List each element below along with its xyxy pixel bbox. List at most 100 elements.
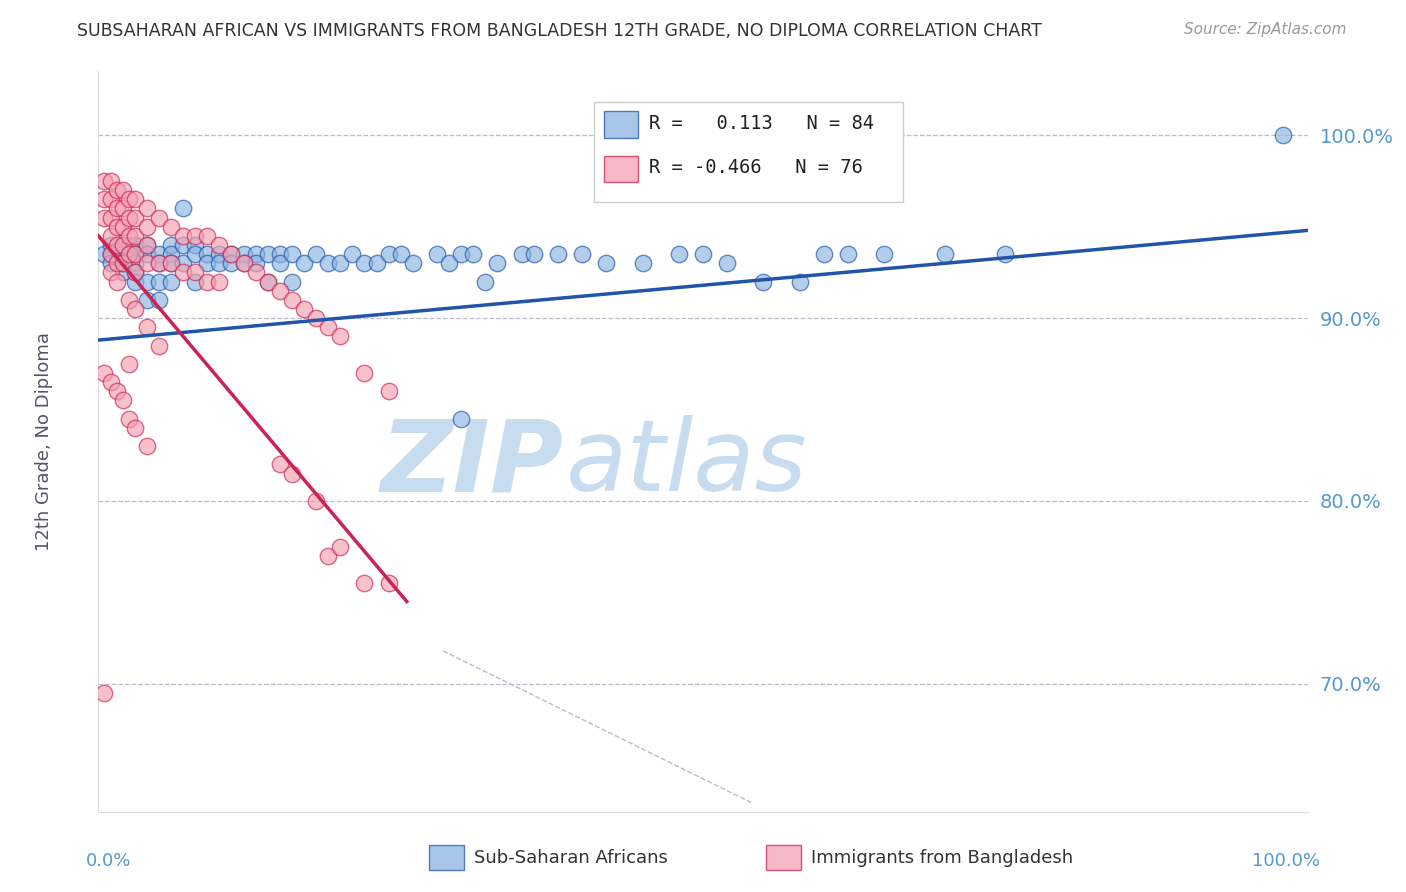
Point (450, 247, 472, 261)
Point (269, 256, 291, 270)
Point (111, 256, 134, 270)
Point (353, 366, 375, 380)
Point (118, 238, 141, 252)
Point (148, 293, 170, 307)
Point (124, 301, 146, 316)
Point (474, 275, 496, 289)
Point (135, 238, 157, 252)
Point (118, 247, 141, 261)
Point (813, 247, 835, 261)
Point (100, 247, 122, 261)
Point (752, 275, 775, 289)
Text: 12th Grade, No Diploma: 12th Grade, No Diploma (35, 332, 53, 551)
Point (100, 228, 122, 243)
Point (837, 247, 859, 261)
Point (93, 192, 115, 206)
Point (377, 384, 399, 399)
Text: 0.0%: 0.0% (86, 853, 132, 871)
Point (281, 275, 304, 289)
Point (184, 238, 207, 252)
Point (547, 247, 569, 261)
Point (100, 265, 122, 279)
Point (221, 247, 243, 261)
Point (111, 265, 134, 279)
Point (100, 192, 122, 206)
Point (172, 265, 194, 279)
FancyBboxPatch shape (595, 103, 903, 202)
Text: atlas: atlas (567, 416, 808, 512)
Point (111, 256, 134, 270)
Point (184, 275, 207, 289)
Point (135, 293, 157, 307)
Point (135, 439, 157, 453)
Point (486, 256, 509, 270)
Point (118, 357, 141, 371)
Point (111, 202, 134, 216)
Point (426, 247, 449, 261)
Point (305, 494, 328, 508)
Point (389, 247, 412, 261)
Point (111, 238, 134, 252)
Point (148, 275, 170, 289)
Point (281, 293, 304, 307)
Point (184, 247, 207, 261)
Point (135, 275, 157, 289)
Point (195, 275, 218, 289)
Point (195, 228, 218, 243)
Text: R =   0.113   N = 84: R = 0.113 N = 84 (648, 113, 873, 133)
Point (402, 256, 425, 270)
Point (111, 183, 134, 197)
Point (135, 247, 157, 261)
Point (329, 329, 352, 343)
Point (160, 275, 183, 289)
Point (111, 247, 134, 261)
Point (353, 576, 375, 591)
Point (105, 183, 128, 197)
Point (377, 576, 399, 591)
Point (105, 384, 128, 399)
Point (135, 238, 157, 252)
Point (118, 293, 141, 307)
Point (342, 247, 364, 261)
Point (245, 256, 267, 270)
Point (269, 284, 291, 298)
Point (160, 238, 183, 252)
Point (873, 247, 896, 261)
Point (135, 202, 157, 216)
Point (716, 256, 738, 270)
Point (124, 238, 146, 252)
FancyBboxPatch shape (603, 112, 638, 138)
Point (329, 256, 352, 270)
Point (118, 411, 141, 425)
Point (118, 211, 141, 225)
Point (292, 301, 315, 316)
Point (450, 411, 472, 425)
Point (934, 247, 956, 261)
Text: SUBSAHARAN AFRICAN VS IMMIGRANTS FROM BANGLADESH 12TH GRADE, NO DIPLOMA CORRELAT: SUBSAHARAN AFRICAN VS IMMIGRANTS FROM BA… (77, 22, 1042, 40)
Point (124, 247, 146, 261)
Point (160, 256, 183, 270)
Point (208, 256, 231, 270)
Point (100, 256, 122, 270)
Point (160, 219, 183, 234)
Point (100, 247, 122, 261)
Point (124, 228, 146, 243)
Point (160, 256, 183, 270)
Point (269, 458, 291, 472)
Text: 100.0%: 100.0% (1251, 853, 1320, 871)
Text: Sub-Saharan Africans: Sub-Saharan Africans (474, 849, 668, 867)
Point (172, 202, 194, 216)
Text: R = -0.466   N = 76: R = -0.466 N = 76 (648, 158, 862, 178)
Point (148, 247, 170, 261)
Point (118, 247, 141, 261)
Point (148, 338, 170, 352)
Point (316, 256, 339, 270)
Point (124, 192, 146, 206)
Point (208, 275, 231, 289)
Point (245, 247, 267, 261)
Point (148, 256, 170, 270)
Point (93, 366, 115, 380)
Point (366, 256, 388, 270)
Point (105, 275, 128, 289)
Point (111, 393, 134, 408)
